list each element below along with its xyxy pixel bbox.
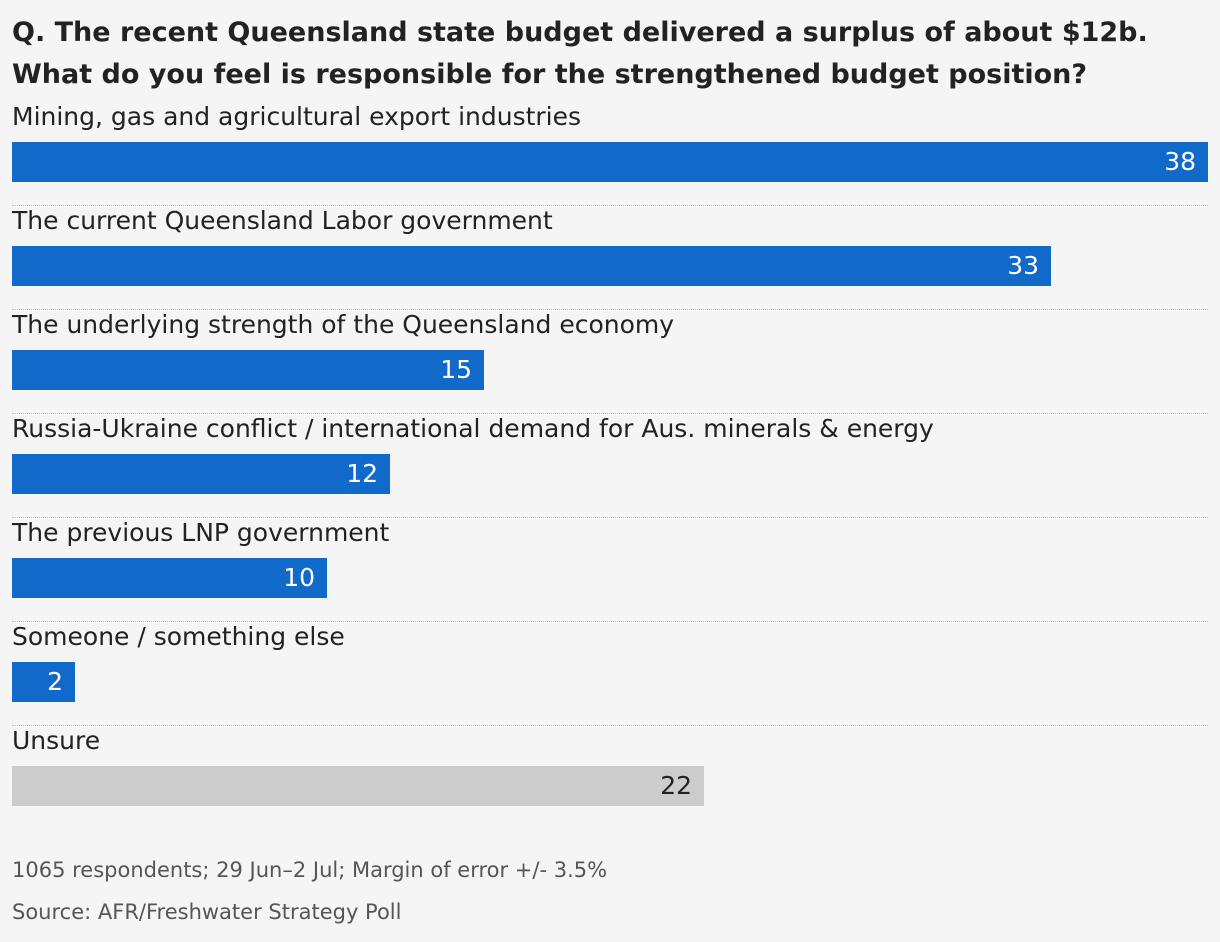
chart-row: Unsure 22 [12, 726, 1208, 830]
bar: 15 [12, 350, 484, 390]
chart-title: Q. The recent Queensland state budget de… [12, 17, 1148, 90]
category-label: Someone / something else [12, 622, 345, 651]
bar: 38 [12, 142, 1208, 182]
chart-rows: Mining, gas and agricultural export indu… [12, 102, 1208, 830]
chart-row: Russia-Ukraine conflict / international … [12, 414, 1208, 518]
bar: 10 [12, 558, 327, 598]
bar-chart: Q. The recent Queensland state budget de… [12, 12, 1208, 830]
bar: 33 [12, 246, 1051, 286]
bar-value-label: 10 [283, 563, 315, 592]
footnote-respondents: 1065 respondents; 29 Jun–2 Jul; Margin o… [12, 858, 608, 882]
category-label: The current Queensland Labor government [12, 206, 553, 235]
chart-row: Mining, gas and agricultural export indu… [12, 102, 1208, 206]
chart-row: The underlying strength of the Queenslan… [12, 310, 1208, 414]
bar-value-label: 15 [440, 355, 472, 384]
category-label: The previous LNP government [12, 518, 390, 547]
bar-value-label: 12 [346, 459, 378, 488]
bar: 22 [12, 766, 704, 806]
bar: 2 [12, 662, 75, 702]
category-label: Unsure [12, 726, 101, 755]
category-label: Russia-Ukraine conflict / international … [12, 414, 934, 443]
bar: 12 [12, 454, 390, 494]
chart-row: The current Queensland Labor government 3… [12, 206, 1208, 310]
bar-value-label: 2 [47, 667, 63, 696]
footnote-source: Source: AFR/Freshwater Strategy Poll [12, 900, 402, 924]
bar-value-label: 22 [660, 771, 692, 800]
bar-value-label: 33 [1007, 251, 1039, 280]
category-label: The underlying strength of the Queenslan… [12, 310, 675, 339]
bar-value-label: 38 [1164, 147, 1196, 176]
chart-row: The previous LNP government 10 [12, 518, 1208, 622]
category-label: Mining, gas and agricultural export indu… [12, 102, 582, 131]
chart-row: Someone / something else 2 [12, 622, 1208, 726]
